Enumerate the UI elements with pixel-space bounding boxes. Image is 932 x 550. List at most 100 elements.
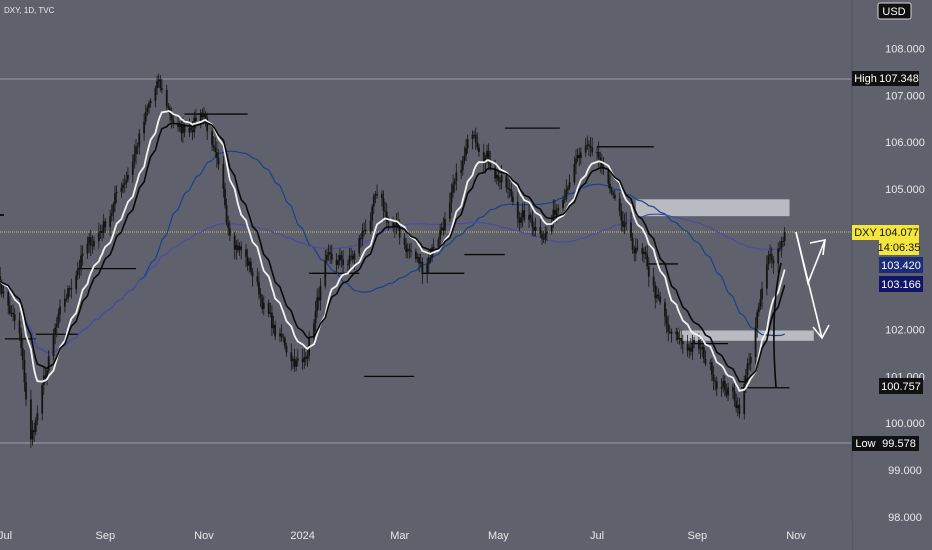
candle-body bbox=[31, 430, 34, 440]
drawing-arrows bbox=[773, 231, 830, 388]
candle-body bbox=[748, 363, 750, 365]
candle-body bbox=[466, 139, 469, 149]
candle-body bbox=[529, 214, 532, 219]
candle-body bbox=[545, 231, 548, 234]
candle-body bbox=[541, 233, 543, 239]
candle-body bbox=[622, 220, 624, 227]
candle-body bbox=[212, 144, 215, 148]
candle-body bbox=[170, 114, 173, 120]
candle-body bbox=[338, 255, 341, 261]
candle-body bbox=[204, 113, 207, 119]
candle-body bbox=[528, 214, 530, 220]
candle-body bbox=[600, 162, 603, 167]
candle-body bbox=[70, 288, 73, 290]
candle-body bbox=[452, 184, 454, 193]
candle-body bbox=[350, 255, 353, 257]
candle-body bbox=[544, 233, 547, 240]
candle-body bbox=[384, 210, 387, 212]
candle-body bbox=[120, 187, 123, 192]
currency-button[interactable]: USD bbox=[877, 2, 912, 20]
y-tick-label: 106.000 bbox=[885, 137, 925, 149]
candle-body bbox=[89, 237, 92, 246]
candle-body bbox=[618, 198, 621, 212]
candle-body bbox=[258, 281, 260, 295]
candle-body bbox=[414, 251, 417, 259]
candle-body bbox=[474, 134, 477, 143]
candle-body bbox=[631, 237, 634, 250]
x-tick-label: 2024 bbox=[290, 530, 314, 542]
candle-body bbox=[385, 211, 388, 222]
candle-body bbox=[657, 294, 660, 297]
candle-body bbox=[154, 88, 157, 101]
candle-body bbox=[392, 222, 395, 228]
candle-body bbox=[725, 389, 728, 396]
y-tick-label: 99.000 bbox=[888, 465, 922, 477]
candle-body bbox=[46, 370, 48, 379]
candle-body bbox=[157, 79, 160, 82]
candle-body bbox=[599, 157, 602, 163]
candle-body bbox=[335, 259, 338, 265]
candle-body bbox=[579, 152, 582, 159]
candle-body bbox=[102, 221, 105, 233]
candle-body bbox=[641, 248, 644, 254]
candle-body bbox=[575, 158, 577, 165]
candle-body bbox=[500, 175, 503, 183]
candle-body bbox=[259, 294, 262, 298]
candle-body bbox=[369, 220, 372, 232]
symbol-label: DXY, 1D, TVC bbox=[4, 6, 55, 15]
candle-body bbox=[643, 251, 645, 254]
candle-body bbox=[271, 312, 273, 329]
dxy-price-label: DXY 104.077 14:06:35 bbox=[852, 225, 920, 255]
candle-body bbox=[13, 314, 16, 321]
candle-body bbox=[489, 159, 492, 168]
candle-body bbox=[327, 252, 330, 256]
candle-body bbox=[246, 256, 249, 266]
candle-body bbox=[216, 151, 218, 158]
candle-body bbox=[440, 227, 443, 231]
candle-body bbox=[460, 170, 463, 173]
candle-body bbox=[380, 193, 383, 199]
candle-body bbox=[487, 150, 490, 160]
candle-body bbox=[744, 375, 747, 384]
candle-body bbox=[578, 155, 581, 159]
candle-body bbox=[654, 285, 657, 299]
candle-body bbox=[178, 125, 181, 128]
candle-body bbox=[194, 117, 197, 122]
y-tick-label: 107.000 bbox=[885, 90, 925, 102]
candle-body bbox=[41, 384, 44, 414]
candle-body bbox=[177, 123, 179, 128]
candle-body bbox=[206, 118, 209, 132]
candle-body bbox=[240, 246, 243, 250]
candle-body bbox=[123, 183, 126, 185]
candle-body bbox=[495, 174, 498, 179]
candle-body bbox=[301, 358, 304, 362]
candle-body bbox=[607, 168, 610, 184]
candle-body bbox=[251, 271, 254, 277]
candle-body bbox=[262, 302, 265, 309]
candle-body bbox=[36, 413, 39, 421]
candle-body bbox=[290, 352, 293, 362]
high-label: High 107.348 bbox=[852, 71, 919, 86]
time-axis: Jul Sep Nov 2024 Mar May Jul Sep Nov bbox=[0, 530, 806, 542]
high-word: High bbox=[854, 73, 877, 85]
candle-body bbox=[138, 133, 141, 147]
candle-body bbox=[115, 191, 118, 194]
candle-body bbox=[144, 111, 147, 122]
candle-body bbox=[780, 241, 783, 249]
candle-body bbox=[337, 260, 340, 265]
candle-body bbox=[563, 199, 566, 201]
candle-body bbox=[664, 302, 666, 317]
candle-body bbox=[314, 311, 317, 324]
candle-body bbox=[644, 251, 647, 255]
candle-body bbox=[283, 337, 286, 347]
candle-body bbox=[67, 288, 69, 299]
supply-zone bbox=[635, 199, 790, 217]
candle-body bbox=[395, 221, 398, 226]
candle-body bbox=[597, 151, 600, 158]
candle-body bbox=[623, 223, 626, 227]
candle-body bbox=[688, 347, 691, 351]
candle-body bbox=[573, 164, 576, 183]
candle-body bbox=[667, 323, 670, 332]
candle-body bbox=[59, 306, 61, 315]
